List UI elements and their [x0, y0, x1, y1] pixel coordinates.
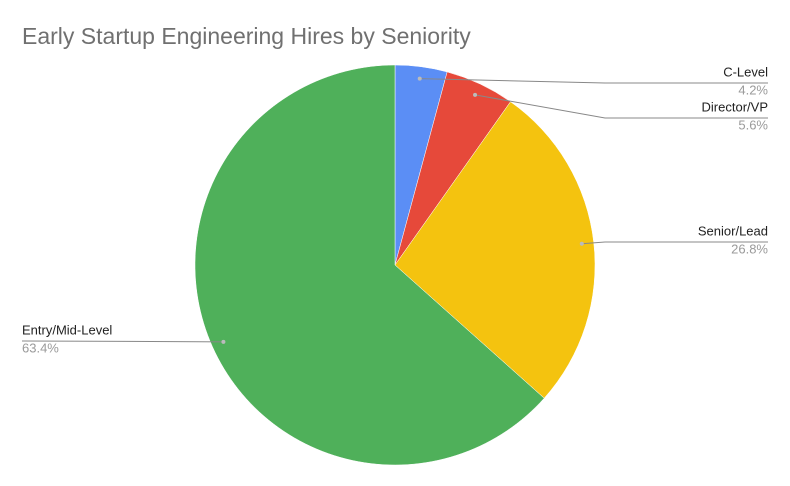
slice-value-label: 4.2% — [738, 82, 768, 97]
leader-line — [419, 78, 768, 84]
leader-line — [21, 340, 224, 343]
slice-label: C-Level — [723, 64, 768, 79]
slice-value-label: 26.8% — [731, 241, 768, 256]
leader-line — [474, 94, 768, 119]
slice-label: Director/VP — [702, 99, 768, 114]
slice-value-label: 5.6% — [738, 117, 768, 132]
chart-title: Early Startup Engineering Hires by Senio… — [22, 23, 471, 49]
leader-line — [581, 241, 768, 245]
slice-label: Senior/Lead — [698, 223, 768, 238]
slice-label: Entry/Mid-Level — [22, 322, 112, 337]
leader-dot — [221, 339, 226, 344]
pie-slice — [194, 64, 545, 466]
leader-dot — [579, 241, 584, 246]
leader-dot — [417, 76, 422, 81]
leader-dot — [473, 92, 478, 97]
slice-value-label: 63.4% — [22, 340, 59, 355]
